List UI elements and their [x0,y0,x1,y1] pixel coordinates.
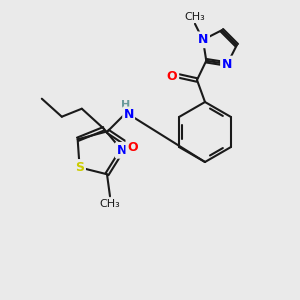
Text: N: N [222,58,232,70]
Text: H: H [121,100,130,110]
Text: S: S [75,161,84,174]
Text: N: N [198,33,208,46]
Text: O: O [127,141,138,154]
Text: CH₃: CH₃ [100,199,120,209]
Text: N: N [117,144,127,157]
Text: CH₃: CH₃ [184,12,205,22]
Text: N: N [124,108,134,121]
Text: O: O [167,70,177,83]
